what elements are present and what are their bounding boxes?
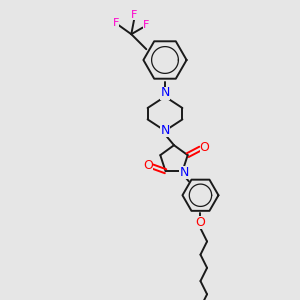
Text: O: O xyxy=(200,141,209,154)
Text: N: N xyxy=(160,124,170,137)
Text: O: O xyxy=(196,216,206,229)
Text: F: F xyxy=(112,18,119,28)
Text: N: N xyxy=(179,166,189,179)
Text: O: O xyxy=(143,159,153,172)
Text: F: F xyxy=(143,20,149,30)
Text: N: N xyxy=(160,86,170,100)
Text: F: F xyxy=(131,10,137,20)
